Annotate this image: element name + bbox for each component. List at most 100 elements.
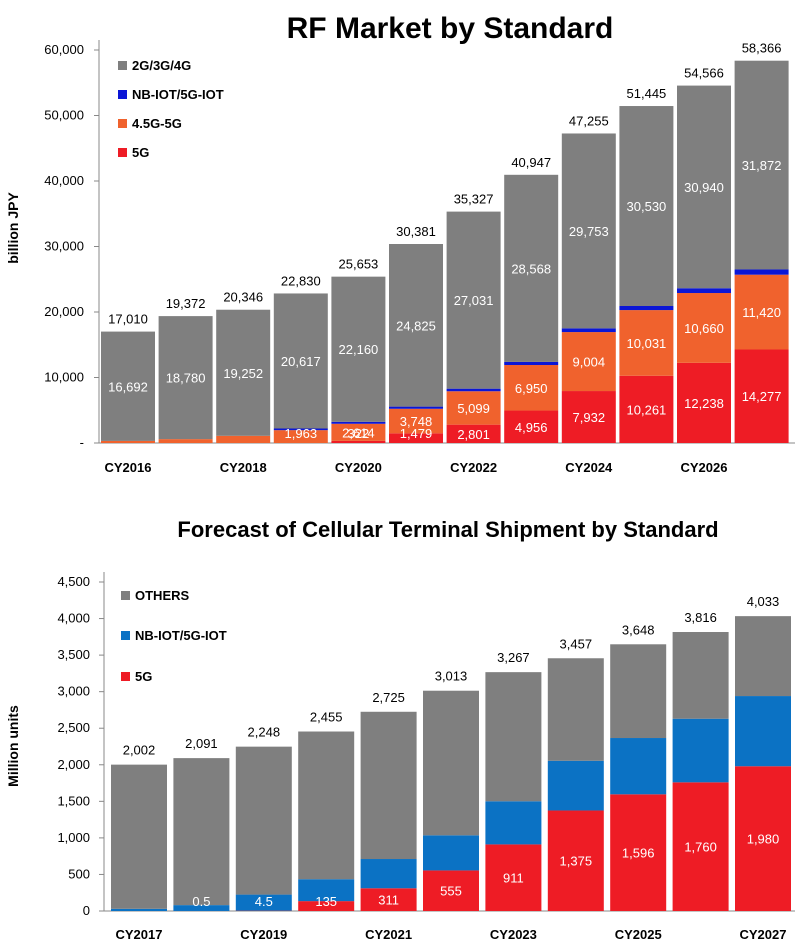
- bar-segment: [619, 310, 674, 376]
- bar-segment: [360, 711, 417, 860]
- total-label: 3,816: [684, 610, 717, 625]
- total-label: 2,091: [185, 736, 218, 751]
- y-tick-label: 30,000: [44, 239, 84, 254]
- x-ticks: CY2016 CY2018 CY2020 CY2022 CY2024 CY2026: [105, 460, 728, 475]
- bar-segment: [298, 731, 355, 880]
- legend-swatch: [118, 119, 127, 128]
- bar-segment: [273, 430, 328, 443]
- legend-swatch: [118, 148, 127, 157]
- legend-swatch: [121, 591, 130, 600]
- rf-market-chart: RF Market by Standard billion JPY 60,000…: [5, 12, 795, 475]
- x-tick-label: CY2027: [740, 927, 787, 942]
- bar-segment: [216, 435, 271, 443]
- bar-segment: [389, 244, 443, 407]
- y-tick-label: -: [80, 435, 84, 450]
- y-axis-label: Million units: [5, 705, 21, 787]
- chart-title: RF Market by Standard: [287, 12, 614, 45]
- bar-segment: [173, 905, 230, 911]
- bar-segment: [735, 766, 791, 911]
- bar-segment: [158, 439, 213, 443]
- bar-segment: [389, 433, 443, 443]
- total-label: 2,455: [310, 710, 343, 725]
- bar-segment: [331, 440, 386, 443]
- bar-segment: [610, 738, 667, 795]
- bar-segment: [610, 794, 667, 911]
- total-label: 4,033: [747, 594, 780, 609]
- total-label: 2,002: [123, 743, 156, 758]
- bar-segment: [158, 316, 213, 440]
- legend-label: NB-IOT/5G-IOT: [135, 628, 227, 643]
- x-ticks: CY2017 CY2019 CY2021 CY2023 CY2025 CY2027: [116, 927, 787, 942]
- y-tick-label: 4,000: [57, 611, 90, 626]
- data-label: 12,238: [684, 396, 724, 411]
- data-label: 1,375: [560, 854, 593, 869]
- chart-title: Forecast of Cellular Terminal Shipment b…: [177, 517, 718, 542]
- bar-segment: [216, 309, 271, 436]
- bar-segment: [173, 758, 230, 906]
- data-label: 29,753: [569, 224, 609, 239]
- data-label: 27,031: [454, 293, 494, 308]
- total-label: 30,381: [396, 224, 436, 239]
- bar-segment: [677, 293, 731, 363]
- total-label: 47,255: [569, 113, 609, 128]
- bar-segment: [101, 440, 155, 443]
- bar-segment: [423, 835, 479, 871]
- total-label: 25,653: [339, 257, 379, 272]
- y-tick-label: 3,500: [57, 647, 90, 662]
- y-tick-label: 0: [83, 903, 90, 918]
- data-label: 18,780: [166, 371, 206, 386]
- bar-segment: [672, 632, 729, 719]
- legend: OTHERS NB-IOT/5G-IOT 5G: [121, 588, 227, 684]
- bar-segment: [446, 424, 501, 443]
- total-label: 35,327: [454, 192, 494, 207]
- bar-segment: [298, 901, 355, 911]
- bar-segment: [331, 276, 386, 422]
- bar-segment: [734, 269, 789, 275]
- legend-swatch: [118, 61, 127, 70]
- y-tick-label: 20,000: [44, 304, 84, 319]
- total-label: 17,010: [108, 312, 148, 327]
- data-label: 16,692: [108, 379, 148, 394]
- bar-segment: [561, 332, 616, 392]
- total-label: 51,445: [627, 86, 667, 101]
- y-tick-label: 1,000: [57, 830, 90, 845]
- data-label: 20,617: [281, 354, 321, 369]
- bar-segment: [504, 174, 559, 362]
- legend-label: OTHERS: [135, 588, 190, 603]
- bar-segment: [735, 616, 791, 697]
- data-label: 30,530: [627, 199, 667, 214]
- legend: 2G/3G/4G NB-IOT/5G-IOT 4.5G-5G 5G: [118, 58, 224, 160]
- total-label: 3,457: [560, 636, 593, 651]
- data-label: 555: [440, 884, 462, 899]
- data-label: 9,004: [573, 355, 606, 370]
- bar-segment: [504, 365, 559, 411]
- data-label: 6,950: [515, 381, 548, 396]
- bar-segment: [561, 328, 616, 333]
- legend-label: 5G: [135, 669, 152, 684]
- total-label: 20,346: [223, 290, 263, 305]
- bar-segment: [734, 274, 789, 350]
- data-label: 22,160: [339, 342, 379, 357]
- bar-segment: [610, 644, 667, 739]
- data-label: 1,980: [747, 832, 780, 847]
- x-tick-label: CY2019: [240, 927, 287, 942]
- y-tick-label: 2,500: [57, 720, 90, 735]
- data-label: 7,932: [573, 410, 606, 425]
- total-label: 22,830: [281, 273, 321, 288]
- data-label: 311: [378, 893, 399, 908]
- bars: 16,692 17,010 18,780 19,372 19,252 20,346 1,96…: [101, 41, 789, 443]
- total-label: 54,566: [684, 66, 724, 81]
- x-tick-label: CY2025: [615, 927, 662, 942]
- data-label: 2,614: [342, 425, 375, 440]
- legend-label: 4.5G-5G: [132, 116, 182, 131]
- y-tick-label: 50,000: [44, 108, 84, 123]
- legend-swatch: [118, 90, 127, 99]
- bar-segment: [485, 844, 542, 911]
- x-tick-label: CY2023: [490, 927, 537, 942]
- total-label: 2,248: [248, 725, 281, 740]
- bar-segment: [547, 810, 604, 911]
- data-label: 5,099: [457, 401, 490, 416]
- data-label: 10,031: [627, 336, 667, 351]
- legend-label: NB-IOT/5G-IOT: [132, 87, 224, 102]
